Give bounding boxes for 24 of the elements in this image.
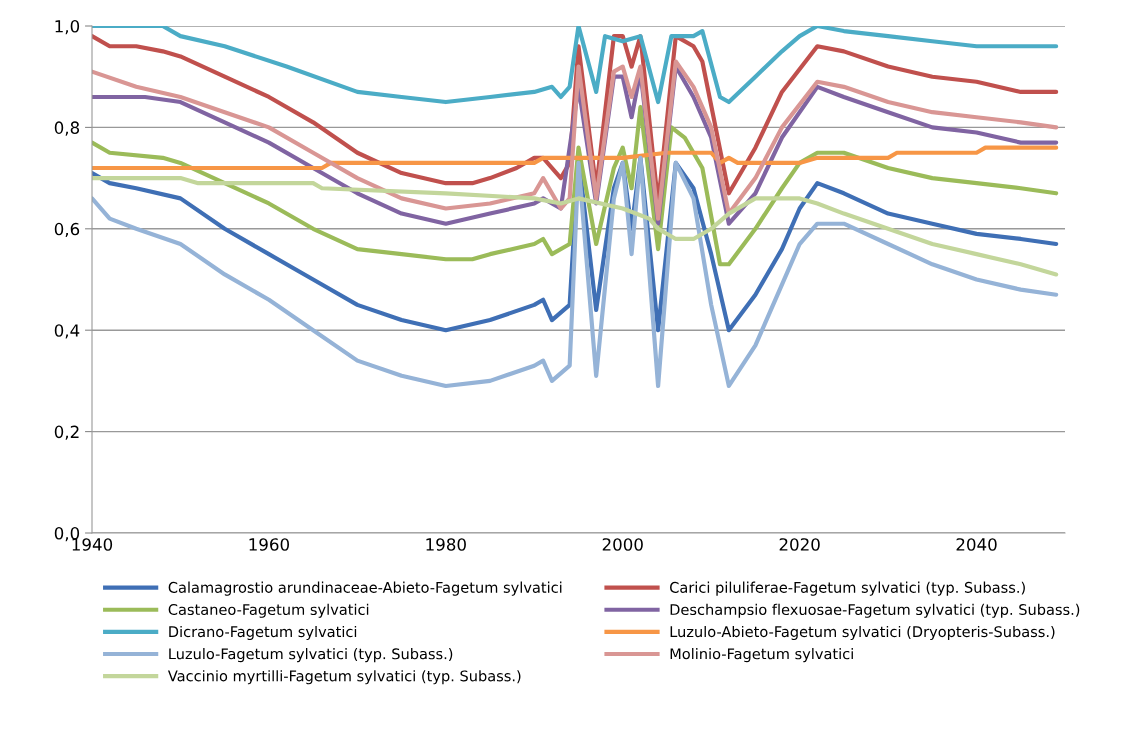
y-tick-label: 1,0 — [55, 19, 80, 35]
y-tick-label: 0,6 — [54, 222, 80, 238]
y-tick-label: 0,8 — [54, 121, 80, 136]
line-series — [92, 105, 1059, 267]
line-series — [92, 155, 1059, 389]
y-tick-label: 0,4 — [54, 324, 80, 339]
legend-label: Carici piluliferae-Fagetum sylvatici (typ. Subass.) — [670, 581, 1025, 596]
legend-label: Deschampsio flexuosae-Fagetum sylvatici (typ. Subass.) — [670, 603, 1080, 618]
legend-label: Luzulo-Abieto-Fagetum sylvatici (Dryopteris-Subass.) — [670, 625, 1055, 640]
x-tick-label: 1980 — [426, 538, 466, 551]
line-series — [92, 145, 1059, 171]
legend-label: Calamagrostio arundinaceae-Abieto-Fagetum sylvatici — [168, 581, 562, 596]
x-tick-label: 2040 — [956, 538, 997, 551]
x-tick-label: 2020 — [779, 538, 820, 551]
legend-label: Dicrano-Fagetum sylvatici — [169, 625, 357, 640]
line-series — [92, 26, 1059, 105]
line-series — [92, 176, 1059, 277]
legend-label: Molinio-Fagetum sylvatici — [670, 648, 853, 663]
legend-label: Vaccinio myrtilli-Fagetum sylvatici (typ. Subass.) — [167, 670, 521, 685]
legend-label: Luzulo-Fagetum sylvatici (typ. Subass.) — [169, 648, 453, 663]
y-tick-label: 0,2 — [54, 425, 79, 440]
x-tick-label: 1960 — [249, 538, 290, 551]
legend-label: Castaneo-Fagetum sylvatici — [168, 603, 369, 618]
x-tick-label: 2000 — [602, 538, 643, 551]
